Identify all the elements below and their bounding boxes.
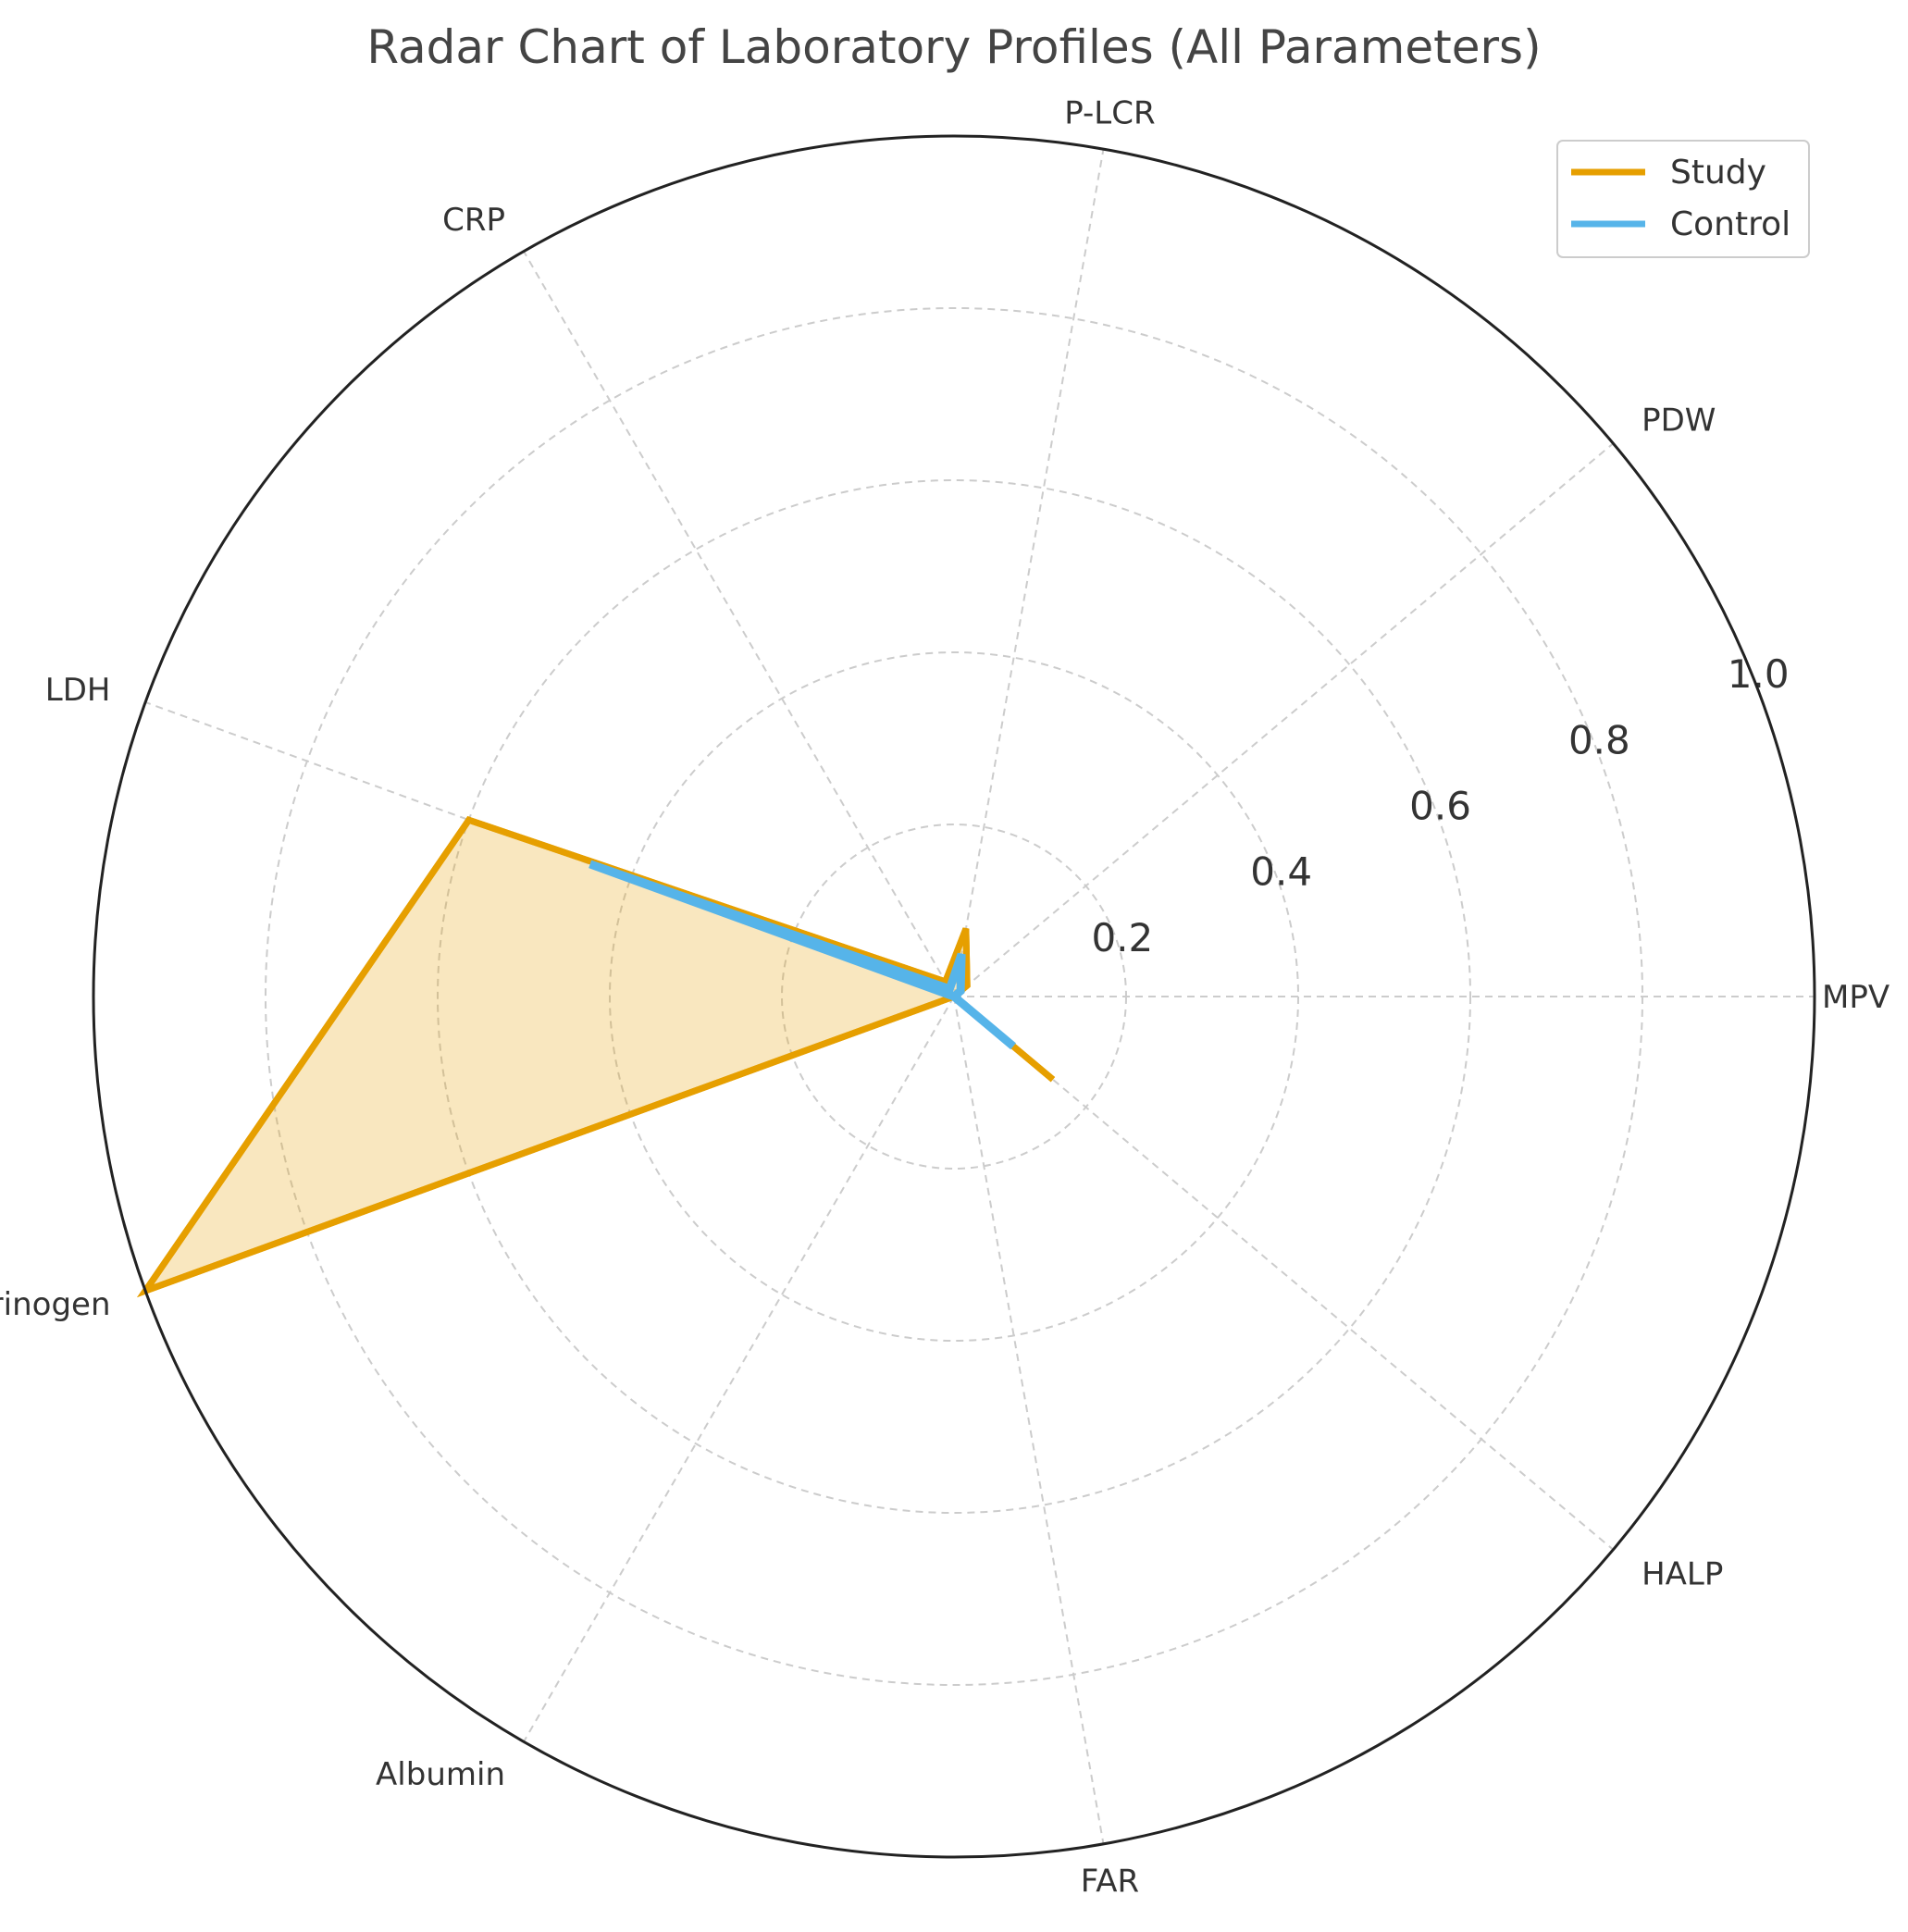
radar-series — [137, 816, 1056, 1298]
grid-spoke-3 — [523, 251, 955, 997]
series-control — [589, 860, 1016, 1050]
category-labels: MPV PDW P-LCR CRP LDH Fibrinogen Albumin FAR HAL… — [0, 95, 1889, 1901]
outer-frame — [92, 134, 1816, 1859]
category-label-p-lcr: P-LCR — [1064, 95, 1155, 132]
legend: Study Control — [1556, 140, 1810, 258]
grid-spoke-8 — [953, 996, 1615, 1551]
grid-ring-2 — [437, 479, 1471, 1514]
r-tick-label-2: 0.6 — [1409, 783, 1471, 828]
grid-spoke-2 — [953, 148, 1105, 997]
category-label-fibrinogen: Fibrinogen — [0, 1286, 110, 1323]
radial-ticks: 0.20.40.60.81.0 — [1091, 651, 1789, 960]
series-study — [137, 816, 1056, 1298]
legend-label-study: Study — [1670, 154, 1766, 192]
r-tick-label-1: 0.4 — [1250, 849, 1312, 895]
category-label-ldh: LDH — [45, 672, 111, 709]
grid-spoke-7 — [953, 996, 1105, 1845]
grid-spoke-1 — [953, 442, 1615, 997]
category-label-mpv: MPV — [1822, 979, 1889, 1016]
r-tick-label-3: 0.8 — [1568, 717, 1630, 762]
category-label-pdw: PDW — [1642, 402, 1716, 439]
r-tick-label-0: 0.2 — [1091, 915, 1153, 960]
category-label-crp: CRP — [442, 202, 505, 239]
series-study-outline — [137, 816, 1056, 1298]
category-label-far: FAR — [1081, 1863, 1139, 1900]
grid-spoke-6 — [523, 996, 955, 1742]
category-label-halp: HALP — [1642, 1556, 1723, 1593]
category-label-albumin: Albumin — [376, 1756, 505, 1793]
chart-title: Radar Chart of Laboratory Profiles (All … — [366, 20, 1541, 74]
legend-label-control: Control — [1670, 205, 1790, 243]
